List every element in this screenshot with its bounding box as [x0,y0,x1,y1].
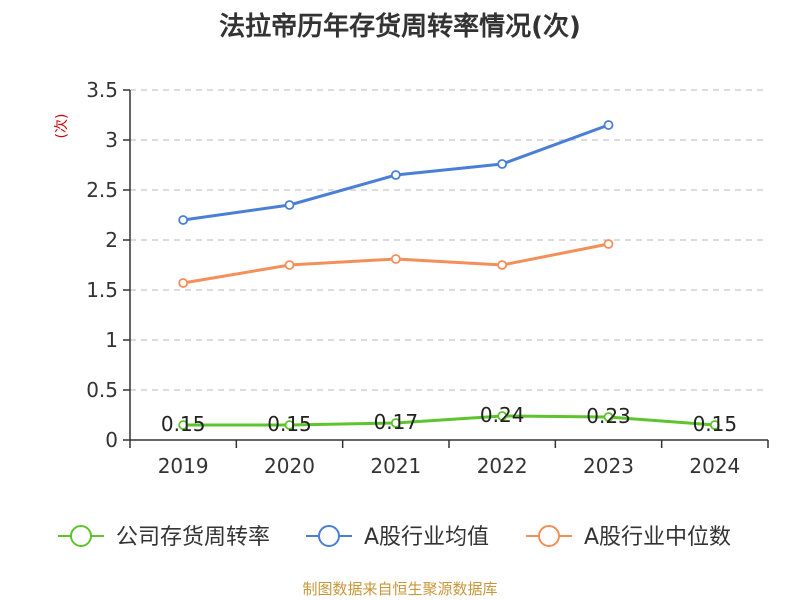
x-tick-label: 2023 [583,454,634,478]
y-tick-label: 2.5 [86,178,118,202]
data-label: 0.24 [480,403,525,427]
y-tick-label: 3 [105,128,118,152]
data-point [284,200,295,210]
y-tick-label: 0 [105,428,118,452]
data-point [178,215,189,225]
y-tick-label: 1 [105,328,118,352]
data-point [603,412,614,422]
data-point [390,254,401,264]
legend-marker [318,525,340,547]
x-tick-label: 2022 [477,454,528,478]
data-label: 0.15 [267,412,312,436]
data-point [709,420,720,430]
data-label: 0.15 [161,412,206,436]
x-tick-label: 2019 [158,454,209,478]
y-axis-unit: (次) [54,114,70,139]
x-tick-label: 2020 [264,454,315,478]
data-label: 0.17 [374,410,419,434]
data-source-note: 制图数据来自恒生聚源数据库 [302,580,498,598]
data-label: 0.23 [586,404,631,428]
y-tick-label: 1.5 [86,278,118,302]
data-point [284,260,295,270]
x-tick-label: 2024 [689,454,740,478]
y-tick-label: 0.5 [86,378,118,402]
data-point [284,420,295,430]
chart-title: 法拉帝历年存货周转率情况(次) [219,12,581,42]
legend-label: 公司存货周转率 [116,525,270,550]
data-point [497,159,508,169]
legend-marker [70,525,92,547]
data-point [390,170,401,180]
data-point [497,260,508,270]
data-point [603,239,614,249]
y-tick-label: 2 [105,228,118,252]
data-label: 0.15 [693,412,738,436]
x-tick-label: 2021 [370,454,421,478]
y-tick-label: 3.5 [86,78,118,102]
series-line [183,414,715,427]
data-point [178,278,189,288]
data-point [390,418,401,428]
legend-label: A股行业中位数 [584,525,731,550]
data-point [603,120,614,130]
legend-marker [538,525,560,547]
legend-label: A股行业均值 [364,525,489,550]
data-point [497,411,508,421]
data-point [178,420,189,430]
